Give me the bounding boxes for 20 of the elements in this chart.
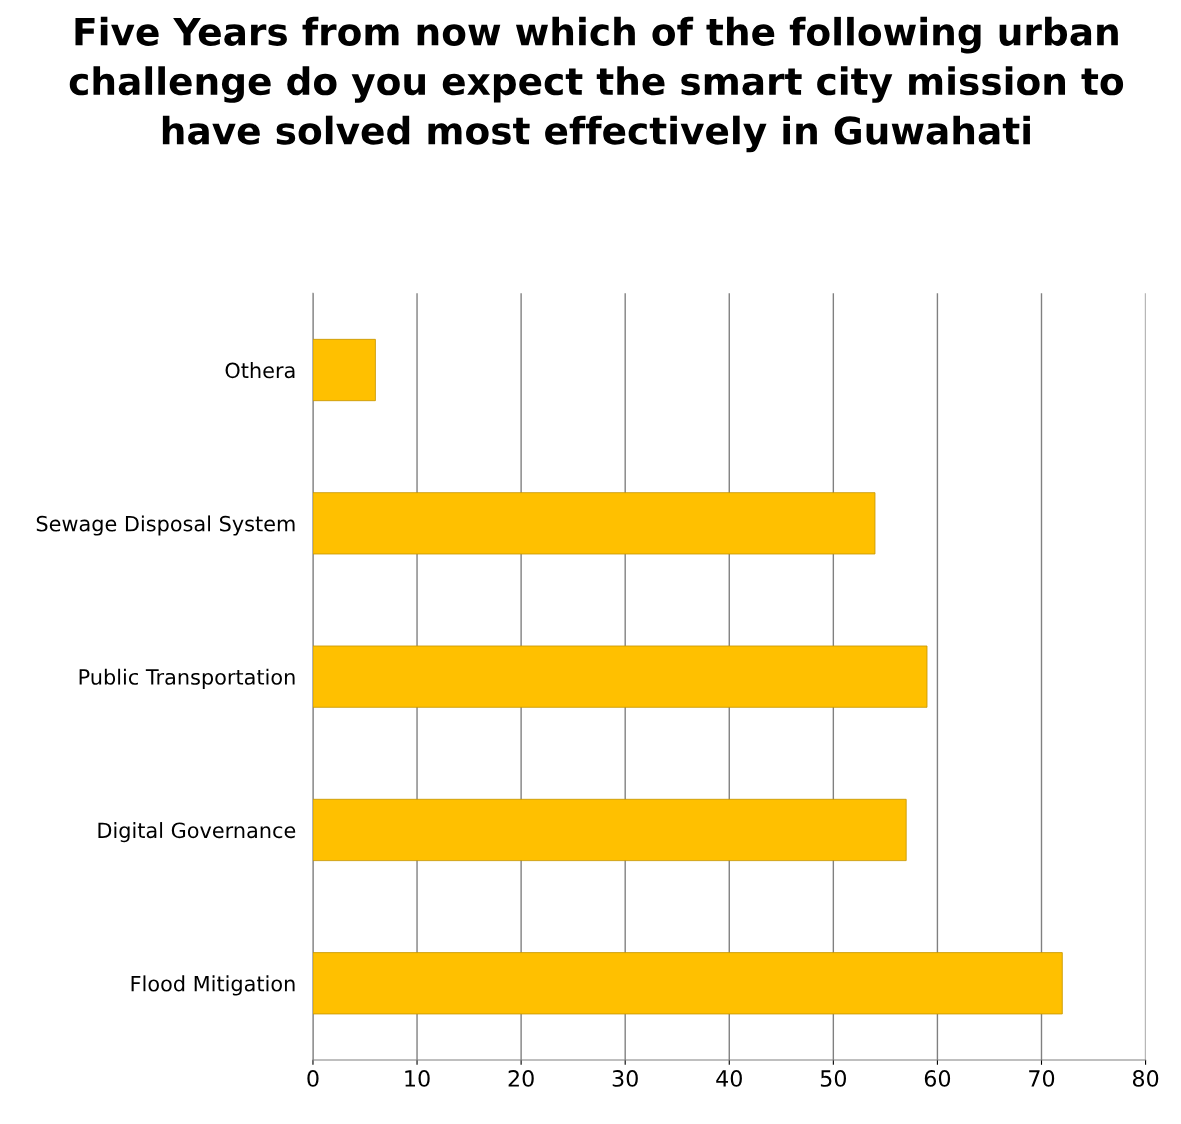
y-tick-label: Sewage Disposal System [36,515,295,536]
x-tick-label: 70 [1029,1070,1055,1087]
x-tick-label: 80 [1132,1070,1159,1087]
y-tick-label: Public Transportation [79,668,295,689]
bar [312,338,376,402]
x-tick-label: 60 [924,1070,951,1087]
x-tick-label: 20 [508,1070,534,1087]
y-tick-label: Othera [225,362,295,379]
chart-title: Five Years from now which of the following urban challenge do you expect the smart city mission to have solved most effectively in Guwahati [69,16,1124,153]
x-tick-label: 40 [716,1070,742,1087]
bar [312,952,1063,1015]
bar [312,645,928,708]
x-tick-label: 10 [405,1070,430,1087]
bar [312,798,907,862]
bar [312,492,876,555]
x-tick-label: 0 [307,1070,319,1087]
y-tick-label: Flood Mitigation [131,975,295,996]
x-tick-label: 50 [820,1070,847,1087]
x-tick-label: 30 [612,1070,638,1087]
y-tick-label: Digital Governance [98,822,296,843]
